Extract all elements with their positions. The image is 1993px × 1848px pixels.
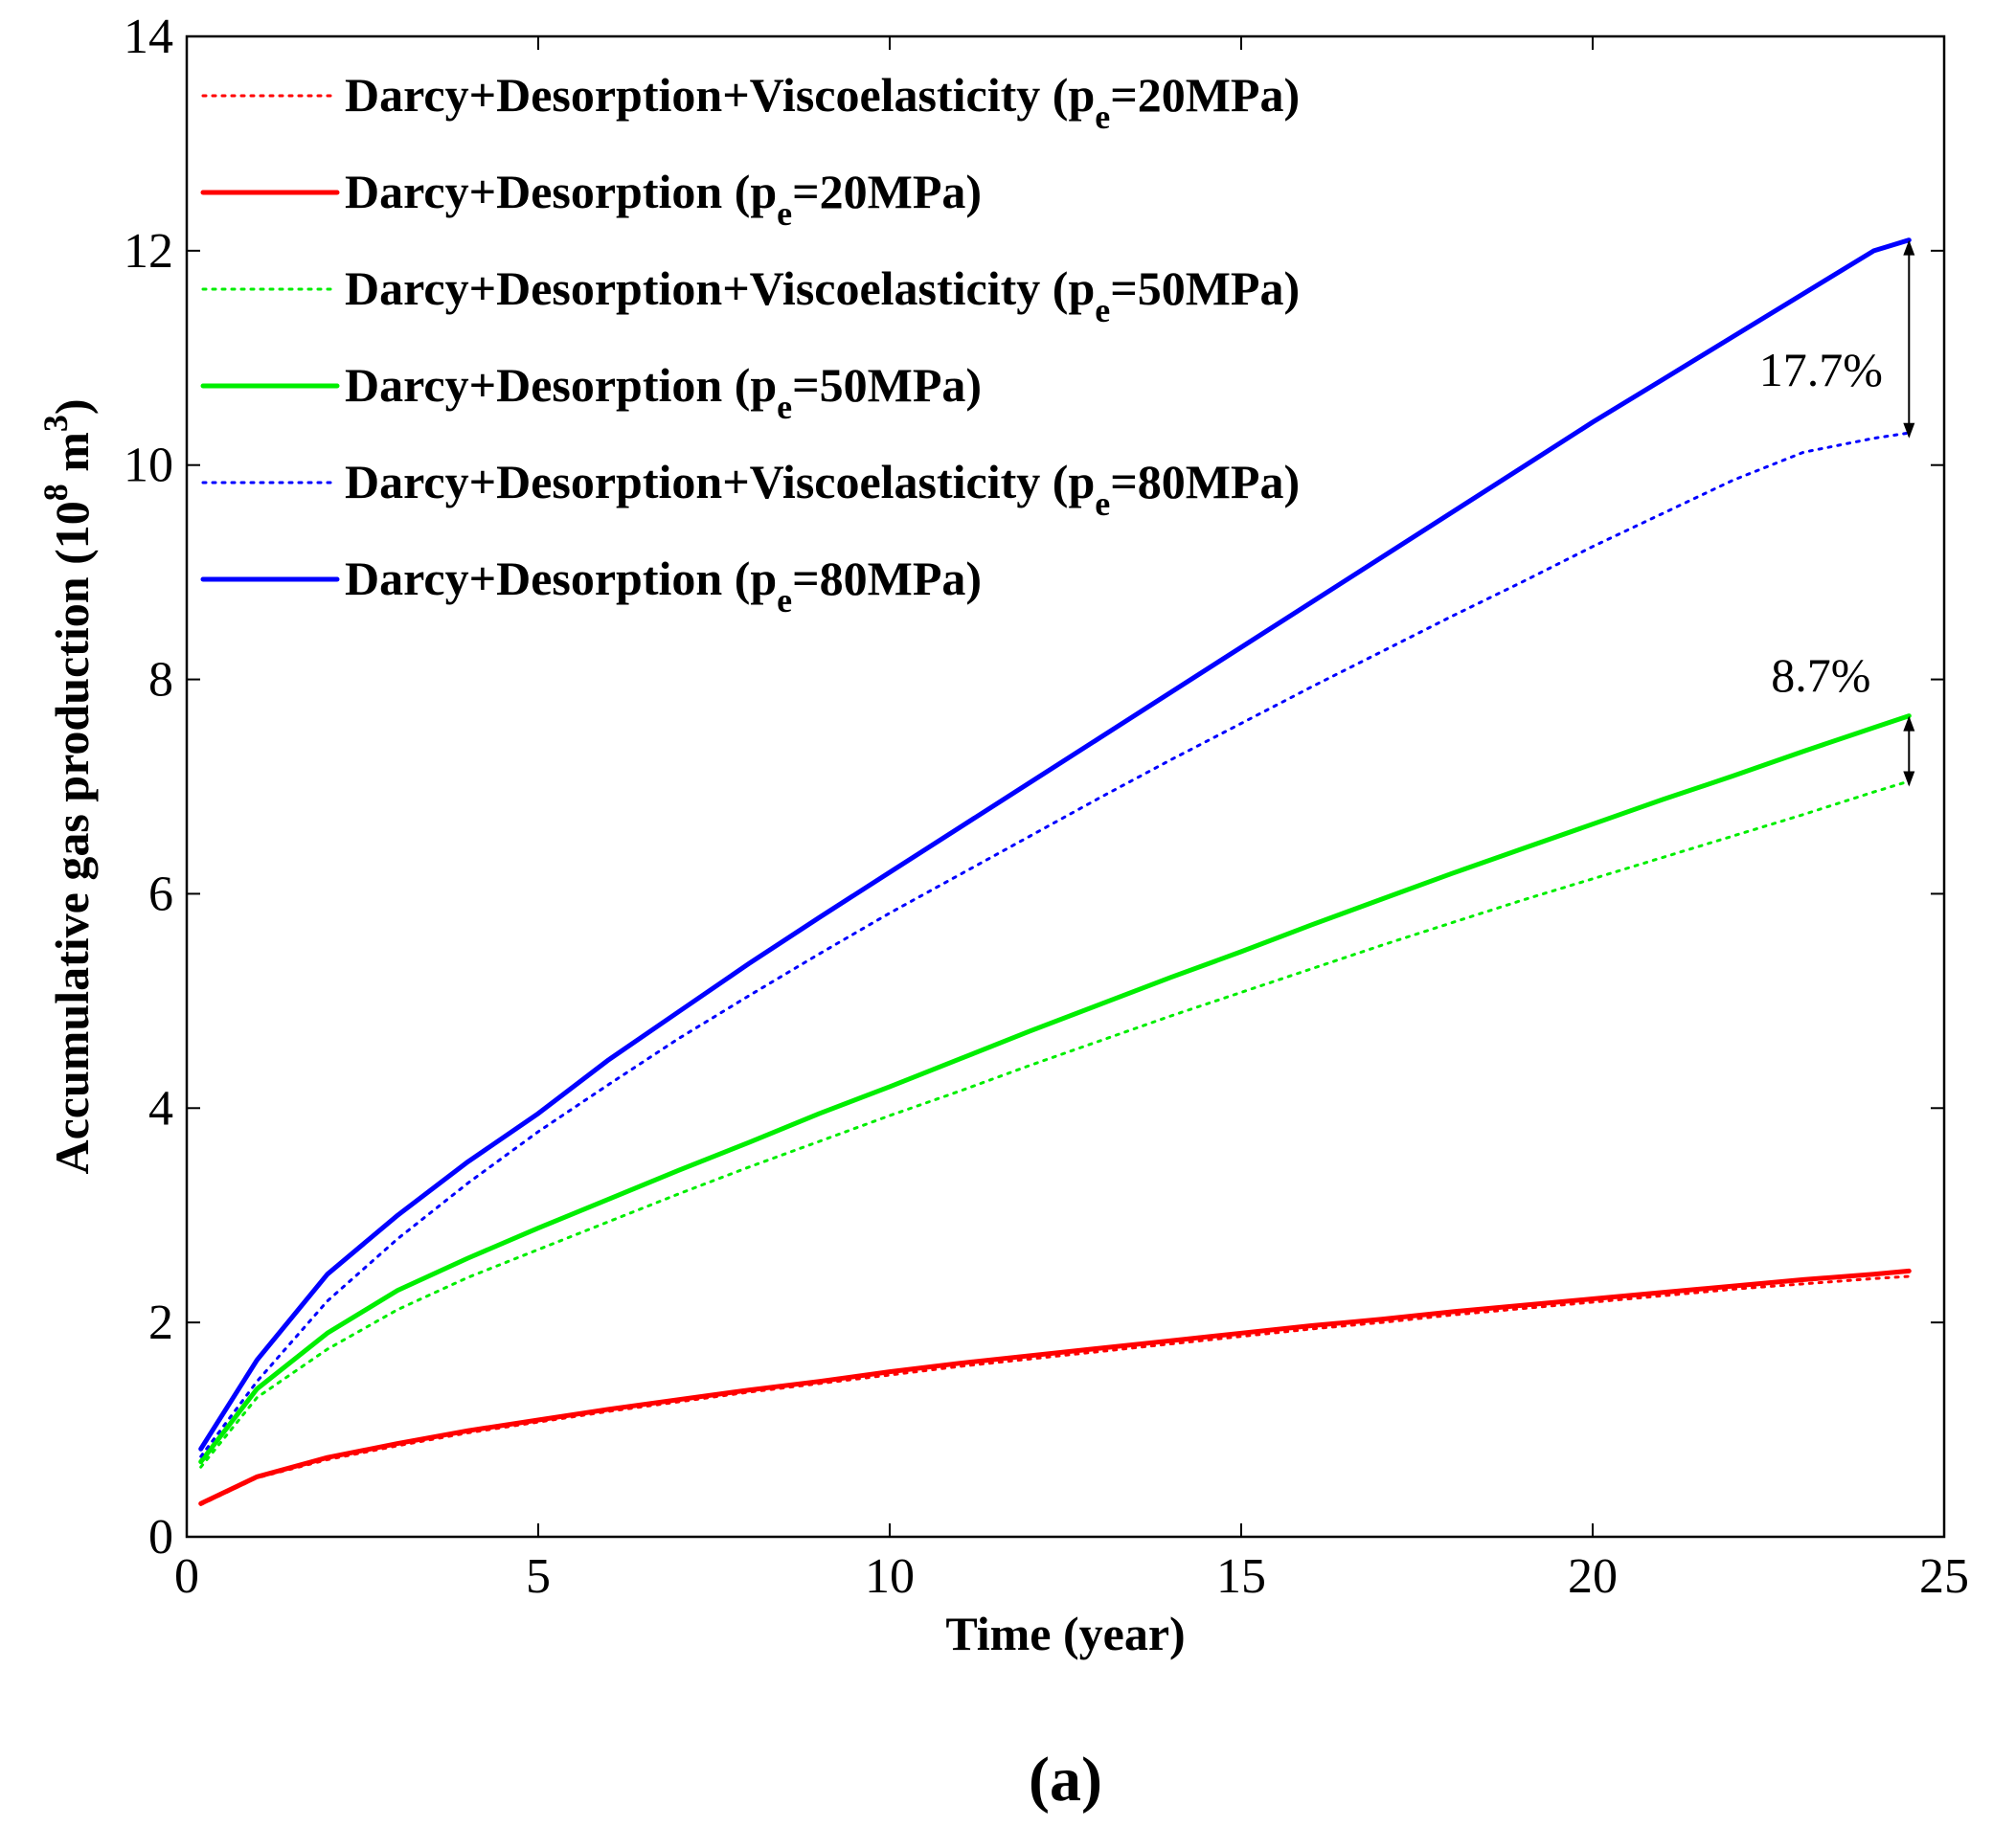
legend-entry-sub: e xyxy=(777,388,792,426)
x-tick-label: 15 xyxy=(1216,1549,1266,1604)
legend-entry-suffix: =50MPa) xyxy=(1110,261,1300,315)
annotation-arrowhead-top-0 xyxy=(1903,239,1915,256)
annotation-arrowhead-bottom-1 xyxy=(1903,771,1915,787)
y-tick-label: 12 xyxy=(124,224,173,279)
legend-entry-suffix: =20MPa) xyxy=(1110,68,1300,122)
y-axis-title-mid: m xyxy=(45,432,99,484)
legend-entry-sub: e xyxy=(1095,291,1110,329)
series-line-0 xyxy=(199,1274,1911,1506)
y-tick-label: 4 xyxy=(148,1081,173,1136)
x-tick-label: 10 xyxy=(865,1549,915,1604)
x-tick-label: 25 xyxy=(1919,1549,1969,1604)
legend-entry-sub: e xyxy=(1095,485,1110,523)
legend-entry-sub: e xyxy=(777,581,792,620)
legend-entry-name: Darcy+Desorption+Viscoelasticity (p xyxy=(345,455,1095,508)
series-line-2 xyxy=(199,779,1911,1469)
legend-entry-name: Darcy+Desorption+Viscoelasticity (p xyxy=(345,261,1095,315)
legend-entry-5: Darcy+Desorption (pe=80MPa) xyxy=(345,552,982,620)
legend-entry-name: Darcy+Desorption (p xyxy=(345,165,777,218)
legend-entry-2: Darcy+Desorption+Viscoelasticity (pe=50M… xyxy=(345,261,1300,329)
legend: Darcy+Desorption+Viscoelasticity (pe=20M… xyxy=(200,68,1300,620)
legend-entry-suffix: =80MPa) xyxy=(792,552,982,605)
ticks-layer: 0 5 10 15 20 25 0 2 4 6 8 10 12 14 xyxy=(124,10,1969,1604)
y-axis-title-sup1: 8 xyxy=(36,484,75,501)
annotation-label-1: 8.7% xyxy=(1771,648,1870,702)
series-line-4 xyxy=(199,431,1911,1458)
legend-entry-3: Darcy+Desorption (pe=50MPa) xyxy=(345,358,982,426)
annotation-arrowhead-top-1 xyxy=(1903,715,1915,732)
y-axis-title: Accumulative gas production (108 m3) xyxy=(36,398,99,1174)
legend-entry-sub: e xyxy=(777,194,792,233)
legend-entry-0: Darcy+Desorption+Viscoelasticity (pe=20M… xyxy=(345,68,1300,136)
y-tick-label: 10 xyxy=(124,439,173,493)
y-axis-title-end: ) xyxy=(45,398,99,415)
legend-entry-sub: e xyxy=(1095,98,1110,136)
legend-entry-4: Darcy+Desorption+Viscoelasticity (pe=80M… xyxy=(345,455,1300,523)
x-tick-label: 5 xyxy=(526,1549,551,1604)
series-layer xyxy=(198,237,1912,1506)
annotation-arrowhead-bottom-0 xyxy=(1903,422,1915,439)
x-tick-label: 20 xyxy=(1568,1549,1618,1604)
y-tick-label: 0 xyxy=(148,1510,173,1565)
legend-entry-name: Darcy+Desorption (p xyxy=(345,552,777,605)
y-tick-label: 14 xyxy=(124,10,173,64)
annotations: 17.7% 8.7% xyxy=(1759,239,1915,787)
legend-entry-suffix: =80MPa) xyxy=(1110,455,1300,508)
legend-entry-suffix: =20MPa) xyxy=(792,165,982,218)
plot-frame xyxy=(185,34,1946,1539)
legend-entry-1: Darcy+Desorption (pe=20MPa) xyxy=(345,165,982,233)
panel-label: (a) xyxy=(1029,1745,1102,1814)
y-tick-label: 8 xyxy=(148,653,173,708)
y-axis-title-main: Accumulative gas production (10 xyxy=(45,501,99,1174)
annotation-label-0: 17.7% xyxy=(1759,343,1883,396)
x-tick-label: 0 xyxy=(174,1549,199,1604)
series-line-5 xyxy=(198,237,1912,1452)
y-axis-title-sup2: 3 xyxy=(36,415,75,432)
series-line-3 xyxy=(198,713,1912,1465)
series-line-1 xyxy=(198,1268,1912,1506)
legend-entry-name: Darcy+Desorption+Viscoelasticity (p xyxy=(345,68,1095,122)
x-axis-title: Time (year) xyxy=(945,1607,1185,1660)
legend-entry-name: Darcy+Desorption (p xyxy=(345,358,777,412)
y-tick-label: 2 xyxy=(148,1296,173,1350)
y-tick-label: 6 xyxy=(148,867,173,921)
legend-entry-suffix: =50MPa) xyxy=(792,358,982,412)
